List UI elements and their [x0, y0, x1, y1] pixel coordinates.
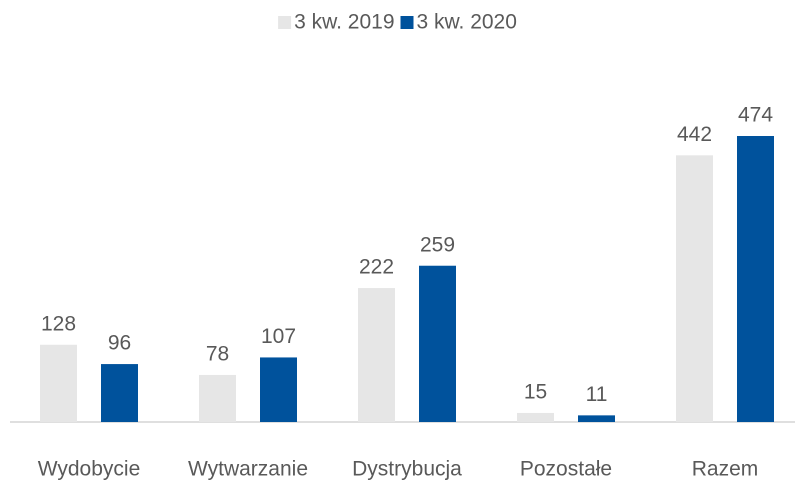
legend-swatch: [278, 16, 292, 29]
bar: [517, 412, 554, 422]
bar: [101, 364, 138, 422]
legend-swatch: [400, 16, 414, 29]
bar: [737, 136, 774, 422]
bar: [419, 265, 456, 422]
x-tick-label: Wytwarzanie: [188, 458, 308, 481]
value-label: 259: [420, 233, 455, 256]
x-tick-label: Dystrybucja: [352, 458, 462, 481]
value-label: 128: [41, 312, 76, 335]
x-tick-label: Wydobycie: [38, 458, 141, 481]
value-label: 107: [261, 325, 296, 348]
bar: [676, 155, 713, 422]
bar: [199, 374, 236, 422]
bar: [578, 415, 615, 422]
value-label: 15: [524, 380, 547, 403]
bar: [40, 344, 77, 422]
value-label: 11: [586, 383, 608, 406]
value-label: 222: [359, 256, 394, 279]
x-tick-label: Razem: [692, 458, 759, 481]
value-label: 442: [677, 123, 712, 146]
value-label: 96: [108, 332, 131, 355]
value-label: 78: [206, 342, 229, 365]
x-tick-label: Pozostałe: [520, 458, 612, 481]
legend-label: 3 kw. 2020: [417, 11, 517, 34]
bar: [260, 357, 297, 422]
value-label: 474: [738, 104, 773, 127]
legend-label: 3 kw. 2019: [294, 11, 394, 34]
bar: [358, 288, 395, 422]
